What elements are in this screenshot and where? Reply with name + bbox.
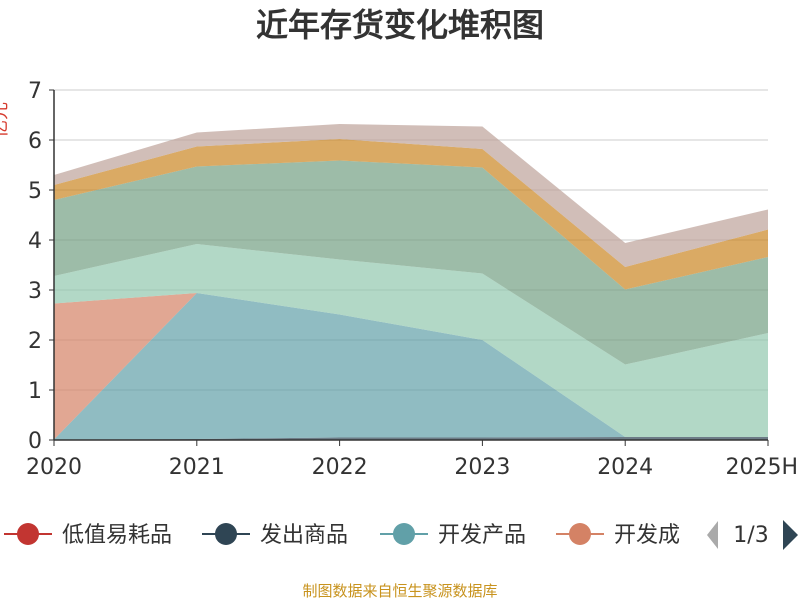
legend-marker-icon — [569, 523, 591, 545]
x-tick-label: 2020 — [26, 455, 82, 480]
legend-label: 开发产品 — [438, 523, 526, 548]
legend-prev-page-icon[interactable] — [707, 521, 718, 549]
x-tick-label: 2021 — [169, 455, 225, 480]
legend-item-2[interactable]: 开发产品 — [380, 523, 526, 548]
legend-page-indicator: 1/3 — [733, 523, 768, 548]
area-series-7 — [54, 124, 768, 267]
x-tick-label: 2024 — [597, 455, 653, 480]
y-tick-label: 7 — [28, 79, 42, 104]
data-source-note: 制图数据来自恒生聚源数据库 — [302, 582, 497, 600]
axes: 0 1 2 3 4 5 6 7 2020 2021 2022 2023 2024 2025H — [26, 79, 798, 480]
y-tick-label: 6 — [28, 129, 42, 154]
legend-label: 低值易耗品 — [62, 523, 172, 548]
area-series — [54, 124, 768, 440]
y-tick-label: 2 — [28, 329, 42, 354]
legend[interactable]: 低值易耗品 发出商品 开发产品 开发成 — [4, 523, 680, 548]
y-tick-label: 5 — [28, 179, 42, 204]
y-tick-label: 0 — [28, 429, 42, 454]
legend-item-1[interactable]: 发出商品 — [202, 523, 348, 548]
area-series-3 — [54, 293, 768, 440]
legend-marker-icon — [215, 523, 237, 545]
area-series-6 — [54, 139, 768, 290]
y-axis-label: 亿元 — [0, 102, 11, 138]
legend-item-0[interactable]: 低值易耗品 — [4, 523, 172, 548]
y-tick-label: 1 — [28, 379, 42, 404]
legend-pager: 1/3 — [707, 520, 798, 550]
x-tick-label: 2023 — [454, 455, 510, 480]
area-series-2 — [54, 293, 768, 440]
legend-label: 开发成 — [614, 523, 680, 548]
x-tick-label: 2022 — [312, 455, 368, 480]
x-tick-label: 2025H — [725, 455, 798, 480]
legend-item-3[interactable]: 开发成 — [556, 523, 680, 548]
legend-label: 发出商品 — [260, 523, 348, 548]
legend-marker-icon — [17, 523, 39, 545]
area-series-5 — [54, 160, 768, 365]
area-series-4 — [54, 244, 768, 437]
legend-marker-icon — [393, 523, 415, 545]
y-tick-label: 3 — [28, 279, 42, 304]
legend-next-page-icon[interactable] — [783, 520, 798, 550]
y-tick-label: 4 — [28, 229, 42, 254]
chart-title: 近年存货变化堆积图 — [256, 6, 544, 44]
